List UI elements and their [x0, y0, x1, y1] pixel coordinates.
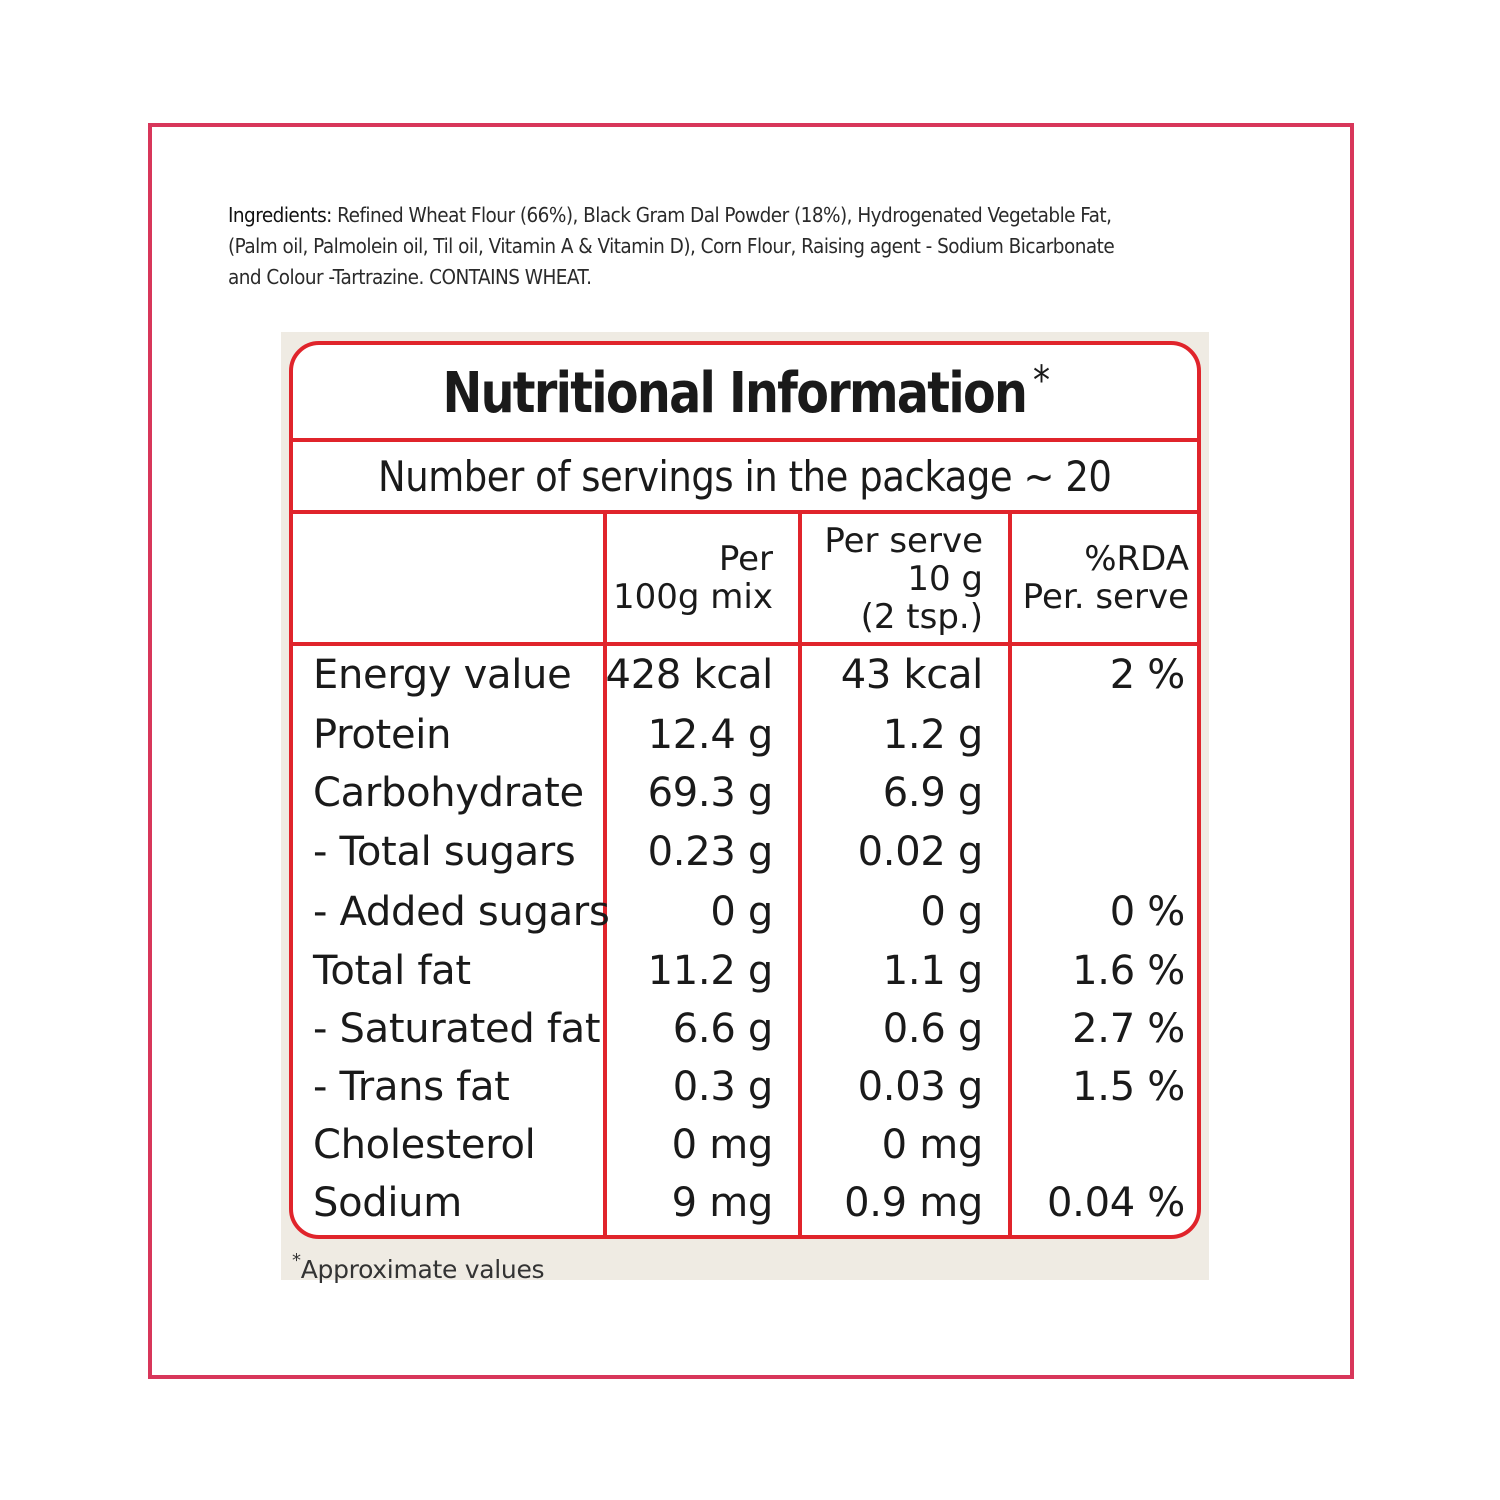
value-per-100g: 6.6 g — [672, 1006, 774, 1052]
header-per-100g: Per 100g mix — [613, 540, 773, 668]
header-text: 10 g — [907, 559, 983, 599]
title-text: Nutritional Information — [442, 360, 1027, 426]
value-per-100g: 0.3 g — [672, 1064, 774, 1110]
value-rda: 0 % — [1109, 889, 1186, 935]
title-row: Nutritional Information * — [293, 345, 1197, 442]
header-per-serve: Per serve 10 g (2 tsp.) — [824, 522, 983, 650]
value-per-serve: 0.6 g — [882, 1006, 984, 1052]
value-per-100g: 428 kcal — [605, 652, 774, 698]
header-divider — [293, 642, 1197, 646]
nutrient-name: Protein — [313, 712, 452, 758]
value-rda: 1.6 % — [1072, 948, 1185, 994]
table-row: - Total sugars 0.23 g 0.02 g — [293, 829, 1197, 887]
value-per-serve: 0 g — [920, 889, 983, 935]
value-per-serve: 0.03 g — [857, 1064, 984, 1110]
nutrient-name: - Added sugars — [313, 889, 610, 935]
value-per-serve: 1.1 g — [882, 948, 984, 994]
table-row: - Trans fat 0.3 g 0.03 g 1.5 % — [293, 1064, 1197, 1122]
ingredients-label: Ingredients: — [228, 203, 332, 227]
ingredients-text: Ingredients: Refined Wheat Flour (66%), … — [228, 200, 1290, 293]
nutrient-name: - Total sugars — [313, 829, 576, 875]
header-rda: %RDA Per. serve — [1023, 540, 1189, 668]
header-text: Per. serve — [1022, 577, 1189, 617]
value-per-100g: 12.4 g — [647, 712, 774, 758]
table-row: Sodium 9 mg 0.9 mg 0.04 % — [293, 1180, 1197, 1235]
ingredients-line-2: (Palm oil, Palmolein oil, Til oil, Vitam… — [228, 234, 1115, 258]
header-text: 100g mix — [613, 577, 773, 617]
value-rda: 0.04 % — [1047, 1180, 1185, 1226]
footnote-text: Approximate values — [300, 1255, 545, 1284]
value-per-100g: 0.23 g — [647, 829, 774, 875]
value-per-100g: 0 g — [710, 889, 773, 935]
column-divider — [1008, 514, 1012, 1235]
nutrient-name: Carbohydrate — [313, 770, 584, 816]
header-text: Per — [718, 539, 773, 579]
table-row: - Added sugars 0 g 0 g 0 % — [293, 889, 1197, 947]
ingredients-line-3: and Colour -Tartrazine. CONTAINS WHEAT. — [228, 265, 592, 289]
table-row: - Saturated fat 6.6 g 0.6 g 2.7 % — [293, 1006, 1197, 1064]
column-divider — [798, 514, 802, 1235]
value-per-serve: 43 kcal — [840, 652, 984, 698]
value-per-serve: 0.02 g — [857, 829, 984, 875]
value-rda: 2.7 % — [1072, 1006, 1185, 1052]
nutrition-table: Nutritional Information * Number of servi… — [289, 341, 1201, 1239]
nutrient-name: Sodium — [313, 1180, 462, 1226]
footnote: *Approximate values — [292, 1250, 545, 1284]
value-rda: 2 % — [1109, 652, 1186, 698]
value-per-serve: 0.9 mg — [844, 1180, 983, 1226]
value-rda: 1.5 % — [1072, 1064, 1185, 1110]
title-asterisk: * — [1032, 357, 1050, 404]
nutrient-name: Energy value — [313, 652, 572, 698]
outer-frame — [148, 123, 1354, 1379]
value-per-100g: 69.3 g — [647, 770, 774, 816]
value-per-serve: 1.2 g — [882, 712, 984, 758]
nutrient-name: Cholesterol — [313, 1122, 536, 1168]
table-row: Carbohydrate 69.3 g 6.9 g — [293, 770, 1197, 828]
column-divider — [603, 514, 607, 1235]
nutrition-title: Nutritional Information * — [442, 357, 1050, 426]
value-per-100g: 9 mg — [671, 1180, 774, 1226]
nutrient-name: Total fat — [313, 948, 471, 994]
value-per-serve: 0 mg — [881, 1122, 984, 1168]
ingredients-line-1: Refined Wheat Flour (66%), Black Gram Da… — [331, 203, 1112, 227]
header-text: (2 tsp.) — [860, 597, 983, 637]
table-row: Protein 12.4 g 1.2 g — [293, 712, 1197, 770]
servings-text: Number of servings in the package ~ 20 — [378, 451, 1112, 501]
footnote-asterisk: * — [292, 1250, 301, 1271]
value-per-serve: 6.9 g — [882, 770, 984, 816]
value-per-100g: 11.2 g — [647, 948, 774, 994]
nutrient-name: - Trans fat — [313, 1064, 510, 1110]
value-per-100g: 0 mg — [671, 1122, 774, 1168]
table-row: Cholesterol 0 mg 0 mg — [293, 1122, 1197, 1180]
servings-row: Number of servings in the package ~ 20 — [293, 442, 1197, 514]
nutrient-name: - Saturated fat — [313, 1006, 601, 1052]
nutrition-grid: Per 100g mix Per serve 10 g (2 tsp.) %RD… — [293, 514, 1197, 1235]
header-text: %RDA — [1084, 539, 1189, 579]
header-text: Per serve — [824, 521, 983, 561]
table-row: Total fat 11.2 g 1.1 g 1.6 % — [293, 948, 1197, 1006]
table-row: Energy value 428 kcal 43 kcal 2 % — [293, 652, 1197, 710]
